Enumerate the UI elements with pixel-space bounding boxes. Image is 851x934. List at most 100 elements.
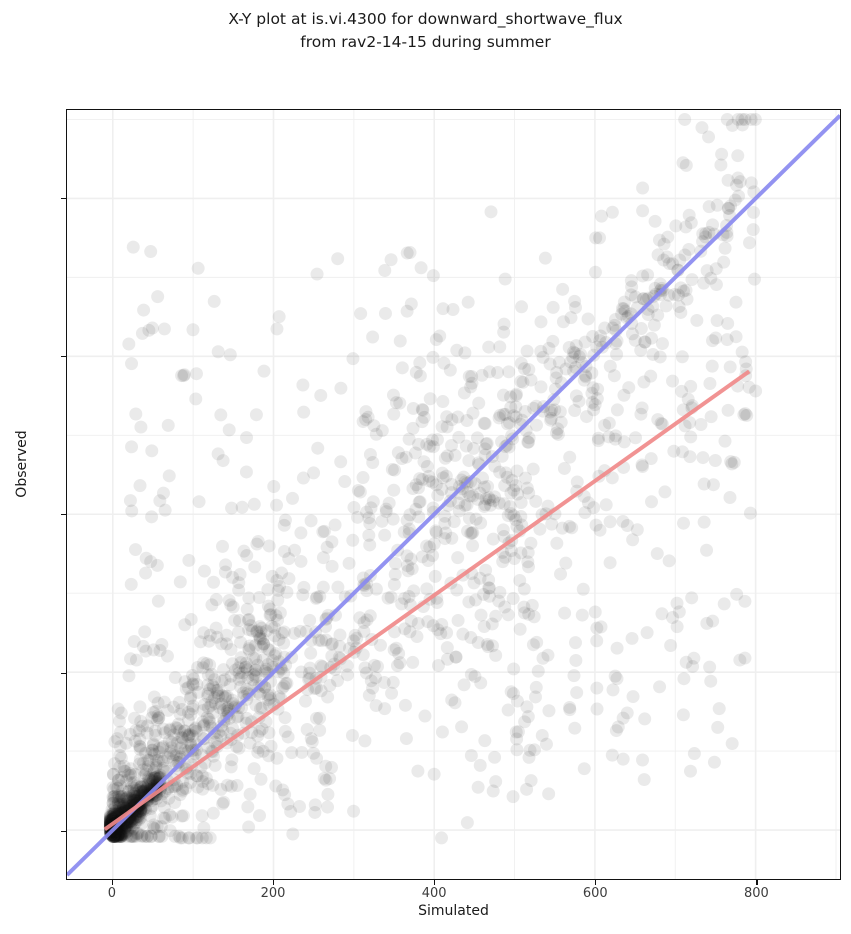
data-point xyxy=(706,478,720,492)
data-point xyxy=(403,246,417,260)
data-point xyxy=(272,690,286,704)
data-point xyxy=(351,510,365,524)
data-point xyxy=(176,775,190,789)
data-point xyxy=(493,340,507,354)
data-point xyxy=(251,729,265,743)
data-point xyxy=(249,670,263,684)
data-point xyxy=(188,722,202,736)
data-point xyxy=(479,492,493,506)
data-point xyxy=(222,711,236,725)
data-point xyxy=(634,407,648,421)
data-point xyxy=(255,621,269,635)
data-point xyxy=(706,218,720,232)
data-point xyxy=(220,628,234,642)
data-point xyxy=(107,825,121,839)
data-point xyxy=(513,622,527,636)
data-point xyxy=(676,403,690,417)
data-point xyxy=(201,777,215,791)
data-point xyxy=(186,678,200,692)
data-point xyxy=(504,544,518,558)
data-point xyxy=(208,696,222,710)
data-point xyxy=(378,263,392,277)
data-point xyxy=(412,495,426,509)
data-point xyxy=(144,829,158,843)
data-point xyxy=(107,792,121,806)
data-point xyxy=(214,697,228,711)
data-point xyxy=(544,413,558,427)
data-point xyxy=(504,685,518,699)
data-point xyxy=(730,178,744,192)
data-point xyxy=(366,681,380,695)
data-point xyxy=(507,509,521,523)
data-point xyxy=(112,773,126,787)
data-point xyxy=(242,820,256,834)
data-point xyxy=(387,407,401,421)
data-point xyxy=(262,749,276,763)
data-point xyxy=(206,706,220,720)
data-point xyxy=(200,710,214,724)
data-point xyxy=(144,245,158,259)
data-point xyxy=(214,408,228,422)
data-point xyxy=(109,823,123,837)
data-point xyxy=(360,505,374,519)
data-point xyxy=(183,736,197,750)
data-point xyxy=(415,472,429,486)
data-point xyxy=(128,787,142,801)
data-point xyxy=(608,432,622,446)
data-point xyxy=(119,825,133,839)
data-point xyxy=(489,609,503,623)
data-point xyxy=(158,811,172,825)
data-point xyxy=(151,290,165,304)
data-point xyxy=(636,204,650,218)
data-point xyxy=(440,449,454,463)
data-point xyxy=(321,787,335,801)
data-point xyxy=(664,639,678,652)
data-point xyxy=(458,498,472,512)
data-point xyxy=(232,661,246,675)
data-point xyxy=(426,549,440,563)
data-point xyxy=(704,410,718,424)
data-point xyxy=(163,808,177,822)
data-point xyxy=(469,593,483,607)
data-point xyxy=(435,617,449,631)
data-point xyxy=(470,431,484,445)
data-point xyxy=(733,653,747,667)
data-point xyxy=(457,386,471,400)
data-point xyxy=(749,384,763,398)
data-point xyxy=(599,498,613,512)
data-point xyxy=(129,815,143,829)
data-point xyxy=(180,728,194,742)
data-point xyxy=(635,458,649,472)
data-point xyxy=(130,827,144,841)
data-point xyxy=(253,631,267,645)
data-point xyxy=(142,772,156,786)
data-point xyxy=(599,336,613,349)
data-point xyxy=(429,525,443,539)
data-point xyxy=(489,648,503,662)
data-point xyxy=(717,255,731,269)
data-point xyxy=(714,158,728,172)
data-point xyxy=(156,739,170,753)
data-point xyxy=(606,321,620,335)
data-point xyxy=(117,800,131,813)
data-point xyxy=(155,638,169,651)
data-point xyxy=(220,778,234,792)
data-point xyxy=(705,359,719,373)
data-point xyxy=(138,829,151,843)
data-point xyxy=(404,614,418,628)
data-point xyxy=(610,347,624,361)
data-point xyxy=(175,730,189,744)
data-point xyxy=(149,771,163,785)
data-point xyxy=(472,396,486,410)
data-point xyxy=(590,621,604,635)
data-point xyxy=(423,439,437,453)
data-point xyxy=(460,498,474,512)
data-point xyxy=(356,648,370,662)
data-point xyxy=(149,771,163,785)
data-point xyxy=(398,622,412,636)
data-point xyxy=(220,701,234,715)
data-point xyxy=(106,790,120,804)
data-point xyxy=(524,774,538,788)
data-point xyxy=(346,533,360,547)
